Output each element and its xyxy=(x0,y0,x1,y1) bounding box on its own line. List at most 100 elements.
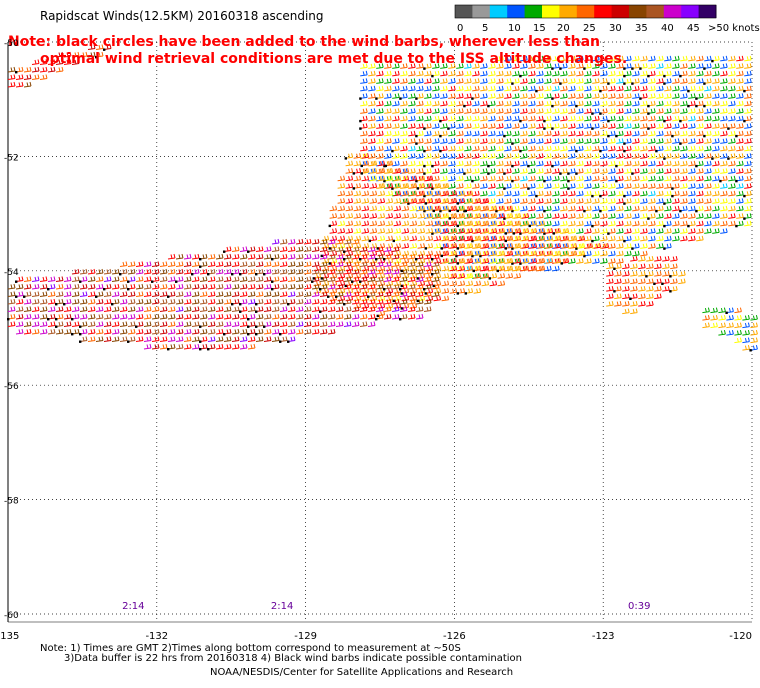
wind-barb xyxy=(159,328,168,335)
wind-barb xyxy=(457,235,466,242)
wind-barb xyxy=(646,300,654,307)
wind-barb xyxy=(599,85,608,93)
wind-barb xyxy=(31,66,40,73)
wind-barb xyxy=(151,268,160,275)
wind-barb xyxy=(536,153,544,159)
wind-barb xyxy=(576,205,584,212)
legend-tick-label: 35 xyxy=(635,23,648,34)
wind-barb xyxy=(384,145,392,152)
wind-barb xyxy=(742,337,750,344)
wind-barb xyxy=(646,285,654,292)
wind-barb xyxy=(207,306,216,312)
wind-barb xyxy=(599,205,608,213)
wind-barb xyxy=(504,145,512,152)
wind-barb xyxy=(568,145,576,152)
wind-barb xyxy=(664,63,672,69)
wind-barb xyxy=(560,220,568,227)
wind-barb xyxy=(295,261,304,267)
wind-barb xyxy=(736,153,744,159)
wind-barb xyxy=(592,100,600,107)
wind-barb xyxy=(55,298,64,306)
wind-barb xyxy=(119,268,128,276)
wind-barb xyxy=(544,70,552,77)
wind-barb xyxy=(425,183,434,189)
wind-barb xyxy=(648,115,656,122)
wind-barb xyxy=(614,300,622,307)
wind-barb xyxy=(135,336,144,342)
wind-barb xyxy=(720,183,728,189)
wind-barb xyxy=(448,213,458,220)
wind-barb xyxy=(672,205,680,212)
wind-barb xyxy=(728,130,736,137)
wind-barb xyxy=(561,235,570,242)
wind-barb xyxy=(640,123,648,129)
wind-barb xyxy=(630,270,638,277)
wind-barb xyxy=(703,100,712,108)
wind-barb xyxy=(600,213,608,219)
wind-barb xyxy=(167,298,176,305)
wind-barb xyxy=(399,276,408,282)
wind-barb xyxy=(247,246,256,253)
wind-barb xyxy=(440,138,448,144)
wind-barb xyxy=(712,108,720,114)
wind-barb xyxy=(440,78,448,84)
wind-barb xyxy=(576,123,584,129)
wind-barb xyxy=(393,205,402,212)
wind-barb xyxy=(528,70,536,77)
wind-barb xyxy=(360,168,370,175)
wind-barb xyxy=(407,283,416,290)
wind-barb xyxy=(95,298,104,305)
wind-barb xyxy=(303,268,312,275)
wind-barb xyxy=(720,190,728,197)
wind-barb xyxy=(303,306,312,312)
wind-barb xyxy=(544,198,552,204)
wind-barb xyxy=(407,291,416,297)
wind-barb xyxy=(207,336,216,342)
wind-barb xyxy=(457,190,466,197)
wind-barb xyxy=(393,220,402,227)
wind-barb xyxy=(375,313,384,321)
wind-barb xyxy=(183,268,192,275)
wind-barb xyxy=(464,115,472,122)
wind-barb xyxy=(576,78,584,84)
wind-barb xyxy=(457,273,466,279)
wind-barb xyxy=(663,220,672,228)
wind-barb xyxy=(504,175,512,182)
wind-barb xyxy=(560,93,568,99)
wind-barb xyxy=(423,283,432,291)
wind-barb xyxy=(255,276,264,282)
wind-barb xyxy=(319,306,328,313)
wind-barb xyxy=(481,273,490,279)
wind-barb xyxy=(640,100,648,107)
wind-barb xyxy=(584,130,592,137)
wind-barb xyxy=(638,293,646,300)
wind-barb xyxy=(457,250,466,257)
wind-barb xyxy=(368,78,376,84)
wind-barb xyxy=(207,328,216,335)
wind-barb xyxy=(263,268,272,276)
wind-barb xyxy=(687,85,696,93)
wind-barb xyxy=(271,283,280,291)
wind-barb xyxy=(656,55,664,62)
wind-barb xyxy=(504,243,514,250)
wind-barb xyxy=(712,228,720,234)
wind-barb xyxy=(87,291,96,297)
wind-barb xyxy=(543,175,552,183)
wind-barb xyxy=(239,343,248,350)
wind-barb xyxy=(456,85,464,92)
wind-barb xyxy=(529,265,538,272)
wind-barb xyxy=(520,100,528,107)
wind-barb xyxy=(207,343,216,351)
wind-barb xyxy=(488,70,496,77)
wind-barb xyxy=(726,322,734,329)
wind-barb xyxy=(736,55,744,62)
wind-barb xyxy=(744,78,752,84)
wind-barb xyxy=(576,160,584,167)
wind-barb xyxy=(183,253,192,260)
wind-barb xyxy=(47,66,56,73)
wind-barb xyxy=(640,130,648,137)
wind-barb xyxy=(448,138,456,144)
wind-barb xyxy=(433,243,442,249)
wind-barb xyxy=(624,220,632,227)
wind-barb xyxy=(377,198,386,204)
